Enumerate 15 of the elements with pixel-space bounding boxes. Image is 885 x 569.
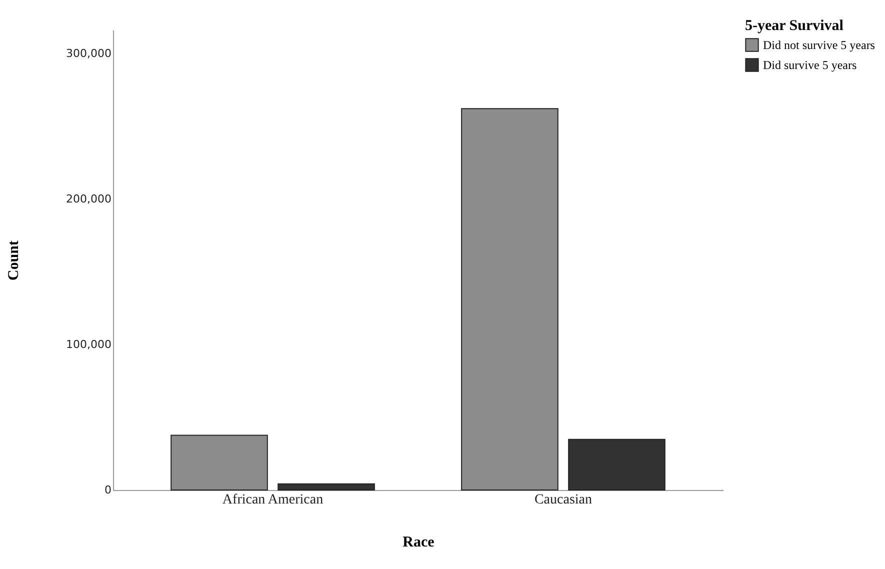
bar	[170, 434, 268, 490]
bar	[461, 108, 558, 490]
y-tick-label: 200,000	[66, 192, 112, 206]
x-axis-title: Race	[402, 534, 435, 550]
y-tick-label: 100,000	[66, 338, 112, 351]
legend-label: Did not survive 5 years	[763, 38, 876, 52]
bar	[278, 483, 375, 490]
y-axis-title: Count	[6, 240, 22, 281]
y-tick-label: 0	[104, 484, 112, 496]
x-tick-label: Caucasian	[534, 492, 592, 508]
legend-title: 5-year Survival	[745, 18, 844, 34]
y-tick-label: 300,000	[66, 46, 112, 60]
legend-label: Did survive 5 years	[763, 58, 857, 72]
bar	[568, 438, 666, 490]
x-tick-label: African American	[222, 492, 324, 508]
